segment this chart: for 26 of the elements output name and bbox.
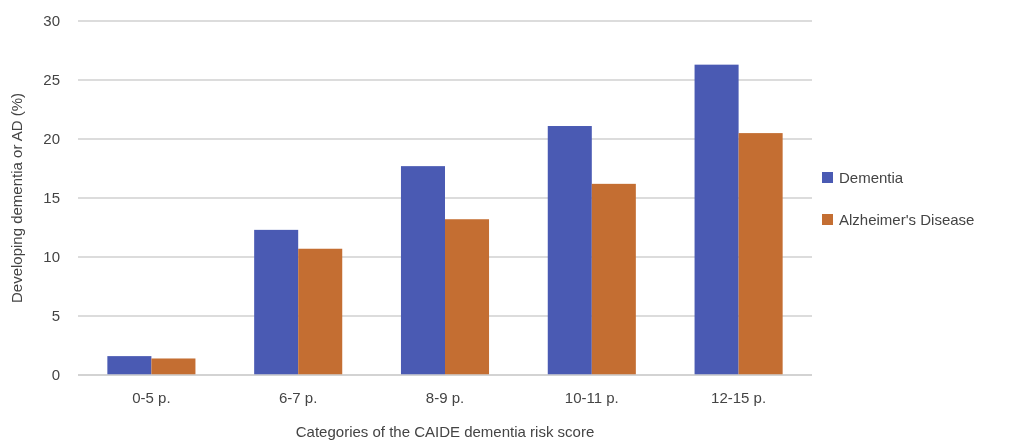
x-tick-label: 12-15 p. xyxy=(711,389,767,406)
y-tick-label: 10 xyxy=(43,248,60,266)
y-tick-label: 15 xyxy=(43,189,60,207)
y-axis-title: Developing dementia or AD (%) xyxy=(8,92,25,304)
legend-label: Alzheimer's Disease xyxy=(839,211,975,229)
y-tick-label: 30 xyxy=(43,12,60,30)
x-tick-label: 6-7 p. xyxy=(279,389,318,406)
bar xyxy=(445,219,490,375)
x-tick-label: 0-5 p. xyxy=(132,389,171,406)
bar xyxy=(591,183,636,375)
bar xyxy=(107,356,152,375)
x-axis-title: Categories of the CAIDE dementia risk score xyxy=(295,423,595,440)
y-tick-label: 20 xyxy=(43,130,60,148)
x-tick-label: 10-11 p. xyxy=(564,389,619,406)
bar xyxy=(694,64,739,375)
bar xyxy=(738,133,783,375)
legend-label: Dementia xyxy=(839,169,904,187)
x-tick-label: 8-9 p. xyxy=(425,389,465,406)
bar xyxy=(547,126,592,375)
bar xyxy=(254,229,299,375)
bar xyxy=(298,248,343,375)
bar xyxy=(400,166,445,375)
bar xyxy=(151,358,196,375)
y-tick-label: 0 xyxy=(51,366,60,384)
y-tick-label: 25 xyxy=(43,71,60,89)
y-tick-label: 5 xyxy=(51,307,60,325)
